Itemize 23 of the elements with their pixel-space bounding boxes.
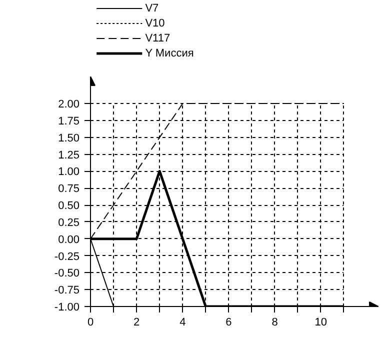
x-tick-label: 0 — [87, 316, 94, 328]
legend-label: V10 — [145, 18, 165, 30]
y-tick-label: 0.00 — [58, 234, 80, 246]
x-tick-label: 2 — [134, 316, 140, 328]
y-tick-label: 2.00 — [58, 98, 80, 111]
x-tick-label: 10 — [314, 316, 328, 328]
y-tick-label: -0.50 — [54, 268, 80, 280]
y-tick-label: -0.75 — [54, 284, 80, 297]
x-tick-label: 4 — [180, 316, 186, 328]
y-tick-label: -0.25 — [54, 250, 80, 263]
y-tick-label: 1.50 — [58, 132, 80, 144]
y-tick-label: 1.00 — [58, 166, 80, 178]
y-tick-label: 1.25 — [58, 149, 80, 162]
y-tick-label: 0.50 — [58, 200, 80, 212]
x-tick-label: 6 — [226, 316, 232, 328]
y-tick-label: -1.00 — [54, 302, 80, 314]
y-tick-label: 0.75 — [58, 183, 80, 196]
legend-label: V7 — [145, 2, 159, 14]
x-tick-label: 8 — [272, 316, 278, 328]
legend-label: V117 — [145, 32, 170, 44]
y-tick-label: 0.25 — [58, 216, 80, 229]
legend-label: Y Миссия — [145, 48, 194, 60]
y-tick-label: 1.75 — [58, 115, 80, 128]
